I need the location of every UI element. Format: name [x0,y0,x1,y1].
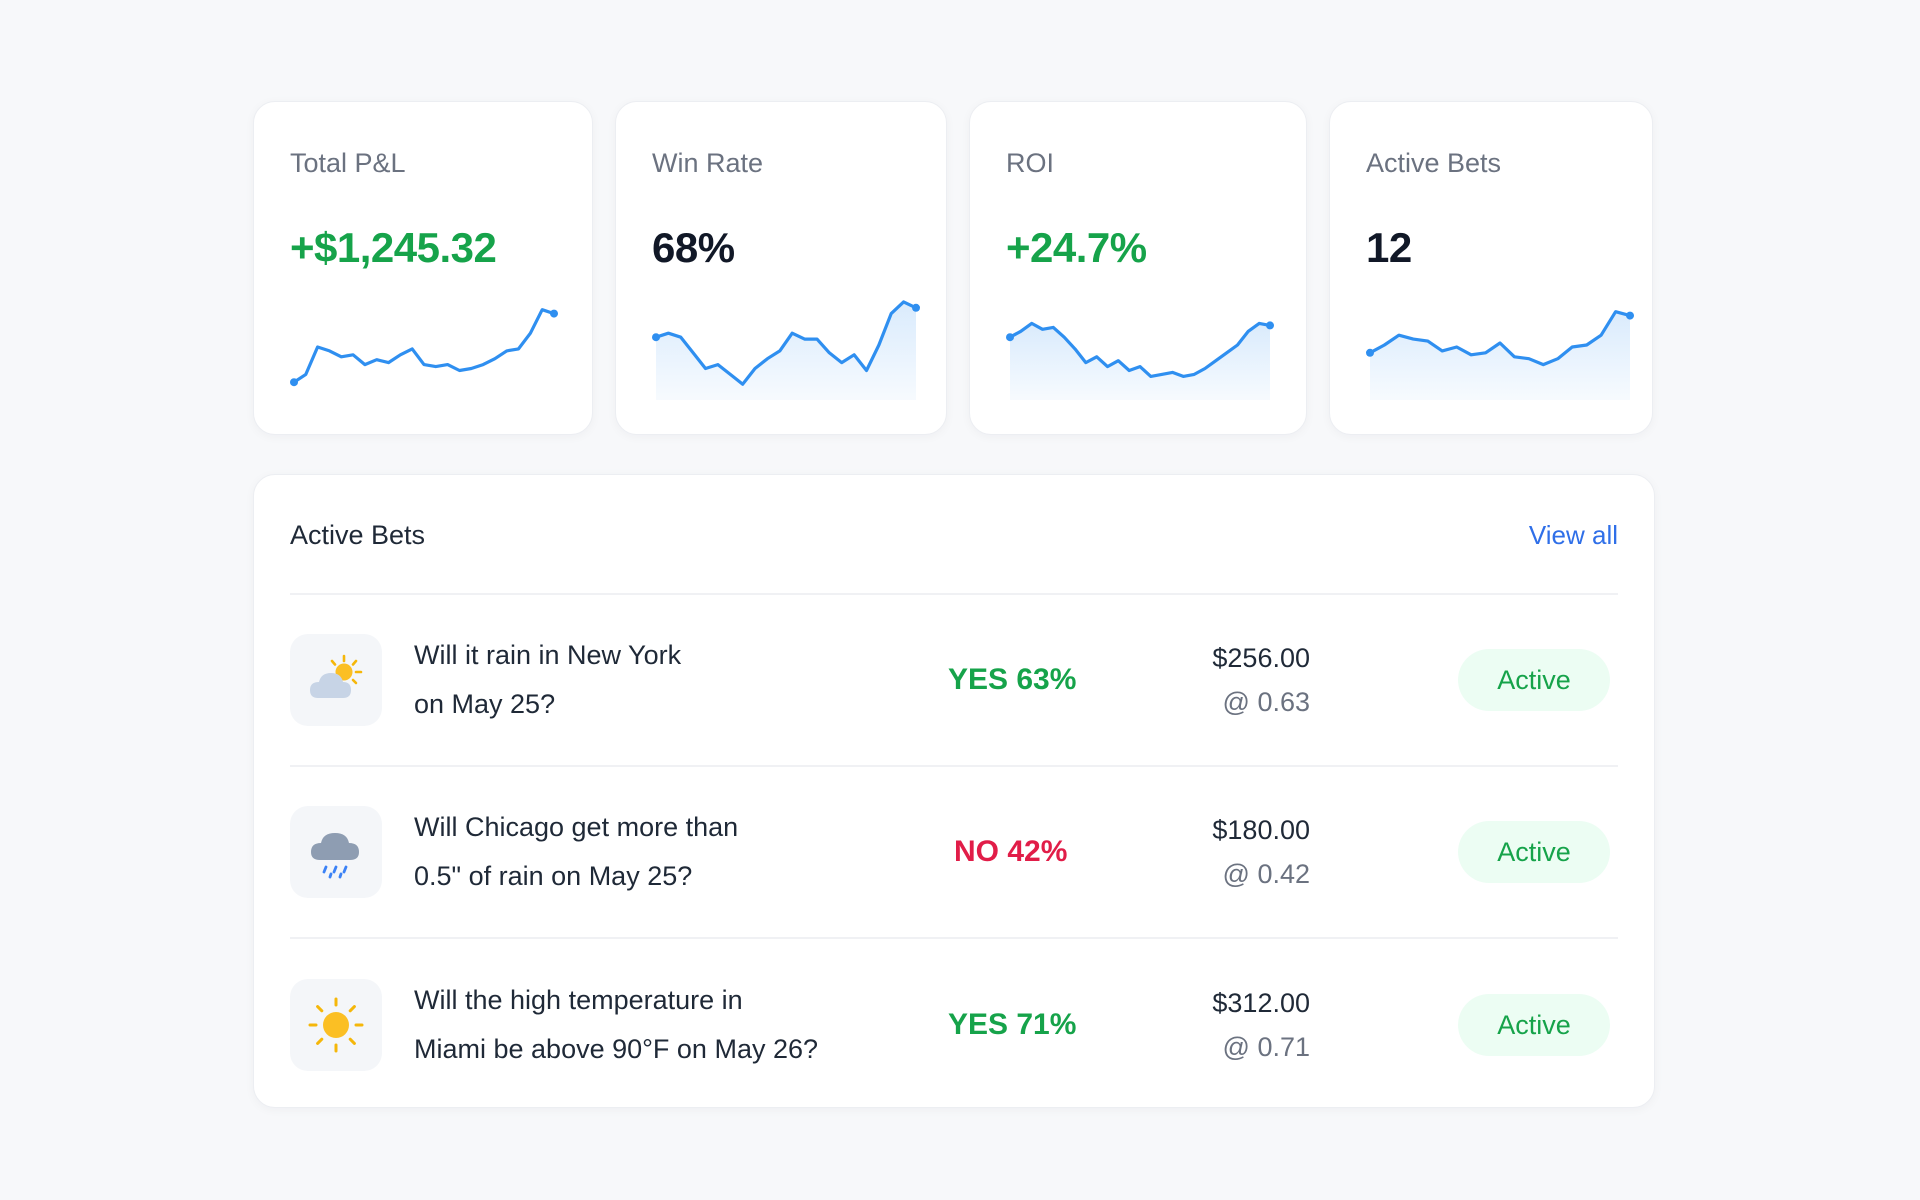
stat-value: 68% [652,224,735,271]
sparkline-chart [1366,310,1634,400]
sparkline-point [550,309,558,318]
weather-icon-box [290,979,382,1071]
status-badge: Active [1458,649,1610,711]
stats-row: Total P&L +$1,245.32 Win Rate 68% ROI +2… [253,101,1655,435]
view-all-link[interactable]: View all [1528,519,1618,550]
status-badge: Active [1458,821,1610,883]
sparkline-point [912,303,920,312]
rain-cloud-icon [311,833,359,879]
bet-question-line: Will it rain in New York [414,640,682,670]
stat-label: Win Rate [652,148,764,178]
partly-sunny-icon [310,654,363,698]
bet-question-line: 0.5" of rain on May 25? [414,861,693,891]
sparkline-point [1006,333,1014,342]
weather-icon-box [290,634,382,726]
bet-amount: $256.00 @ 0.63 [1150,636,1310,724]
bet-stake: $256.00 [1212,643,1310,673]
bet-price: @ 0.42 [1222,859,1310,889]
sparkline-line [1008,321,1272,378]
stat-label: Active Bets [1366,148,1502,178]
stat-card-active-bets[interactable]: Active Bets 12 [1329,101,1653,435]
sparkline-point [290,378,298,387]
sparkline-point [1266,321,1274,330]
bet-side: YES 63% [948,663,1077,696]
bet-row[interactable]: Will the high temperature in Miami be ab… [290,939,1618,1111]
bet-side: NO 42% [954,835,1068,868]
sparkline-point [1366,348,1374,357]
sparkline-line [1368,310,1632,367]
sparkline-point [652,333,660,342]
sparkline-chart [1006,321,1274,400]
stat-value: 12 [1366,224,1412,271]
bet-side: YES 71% [948,1008,1077,1041]
sparkline-area [656,301,916,400]
bet-stake: $180.00 [1212,815,1310,845]
bet-amount: $312.00 @ 0.71 [1150,981,1310,1069]
bet-question-line: Miami be above 90°F on May 26? [414,1034,819,1064]
sparkline-chart [290,308,558,387]
bet-question-line: Will the high temperature in [414,985,743,1015]
panel-header: Active Bets View all [290,475,1618,595]
bet-question: Will it rain in New York on May 25? [414,631,884,729]
sun-icon [308,997,364,1053]
stat-label: Total P&L [290,148,406,178]
stat-value: +24.7% [1006,224,1147,271]
sparkline-line [292,308,556,384]
sparkline-area [1370,311,1630,400]
weather-icon-box [290,806,382,898]
stat-value: +$1,245.32 [290,224,497,271]
bet-amount: $180.00 @ 0.42 [1150,808,1310,896]
bet-stake: $312.00 [1212,988,1310,1018]
bet-question-line: Will Chicago get more than [414,812,739,842]
sparkline-chart [652,300,920,400]
sparkline-area [1010,323,1270,400]
sparkline-line [654,300,918,386]
bet-question: Will the high temperature in Miami be ab… [414,976,884,1074]
bet-question-line: on May 25? [414,689,556,719]
stat-label: ROI [1006,148,1055,178]
sparkline-point [1626,311,1634,320]
bet-question: Will Chicago get more than 0.5" of rain … [414,803,884,901]
stat-card-total-pnl[interactable]: Total P&L +$1,245.32 [253,101,593,435]
bet-row[interactable]: Will it rain in New York on May 25? YES … [290,595,1618,767]
active-bets-panel: Active Bets View all Will it rain in New… [253,474,1655,1108]
bet-row[interactable]: Will Chicago get more than 0.5" of rain … [290,767,1618,939]
stat-card-win-rate[interactable]: Win Rate 68% [615,101,947,435]
stat-card-roi[interactable]: ROI +24.7% [969,101,1307,435]
bet-price: @ 0.63 [1222,687,1310,717]
status-badge: Active [1458,994,1610,1056]
panel-title: Active Bets [290,519,426,550]
bet-price: @ 0.71 [1222,1032,1310,1062]
